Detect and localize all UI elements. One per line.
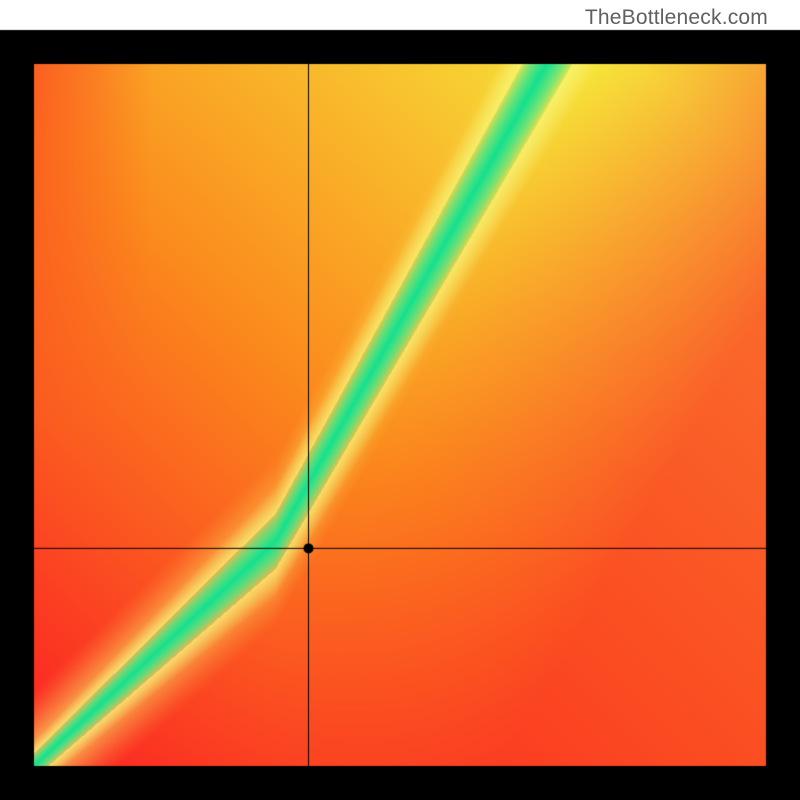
attribution-label: TheBottleneck.com — [585, 6, 768, 30]
chart-container: TheBottleneck.com — [0, 0, 800, 800]
bottleneck-heatmap — [0, 0, 800, 800]
